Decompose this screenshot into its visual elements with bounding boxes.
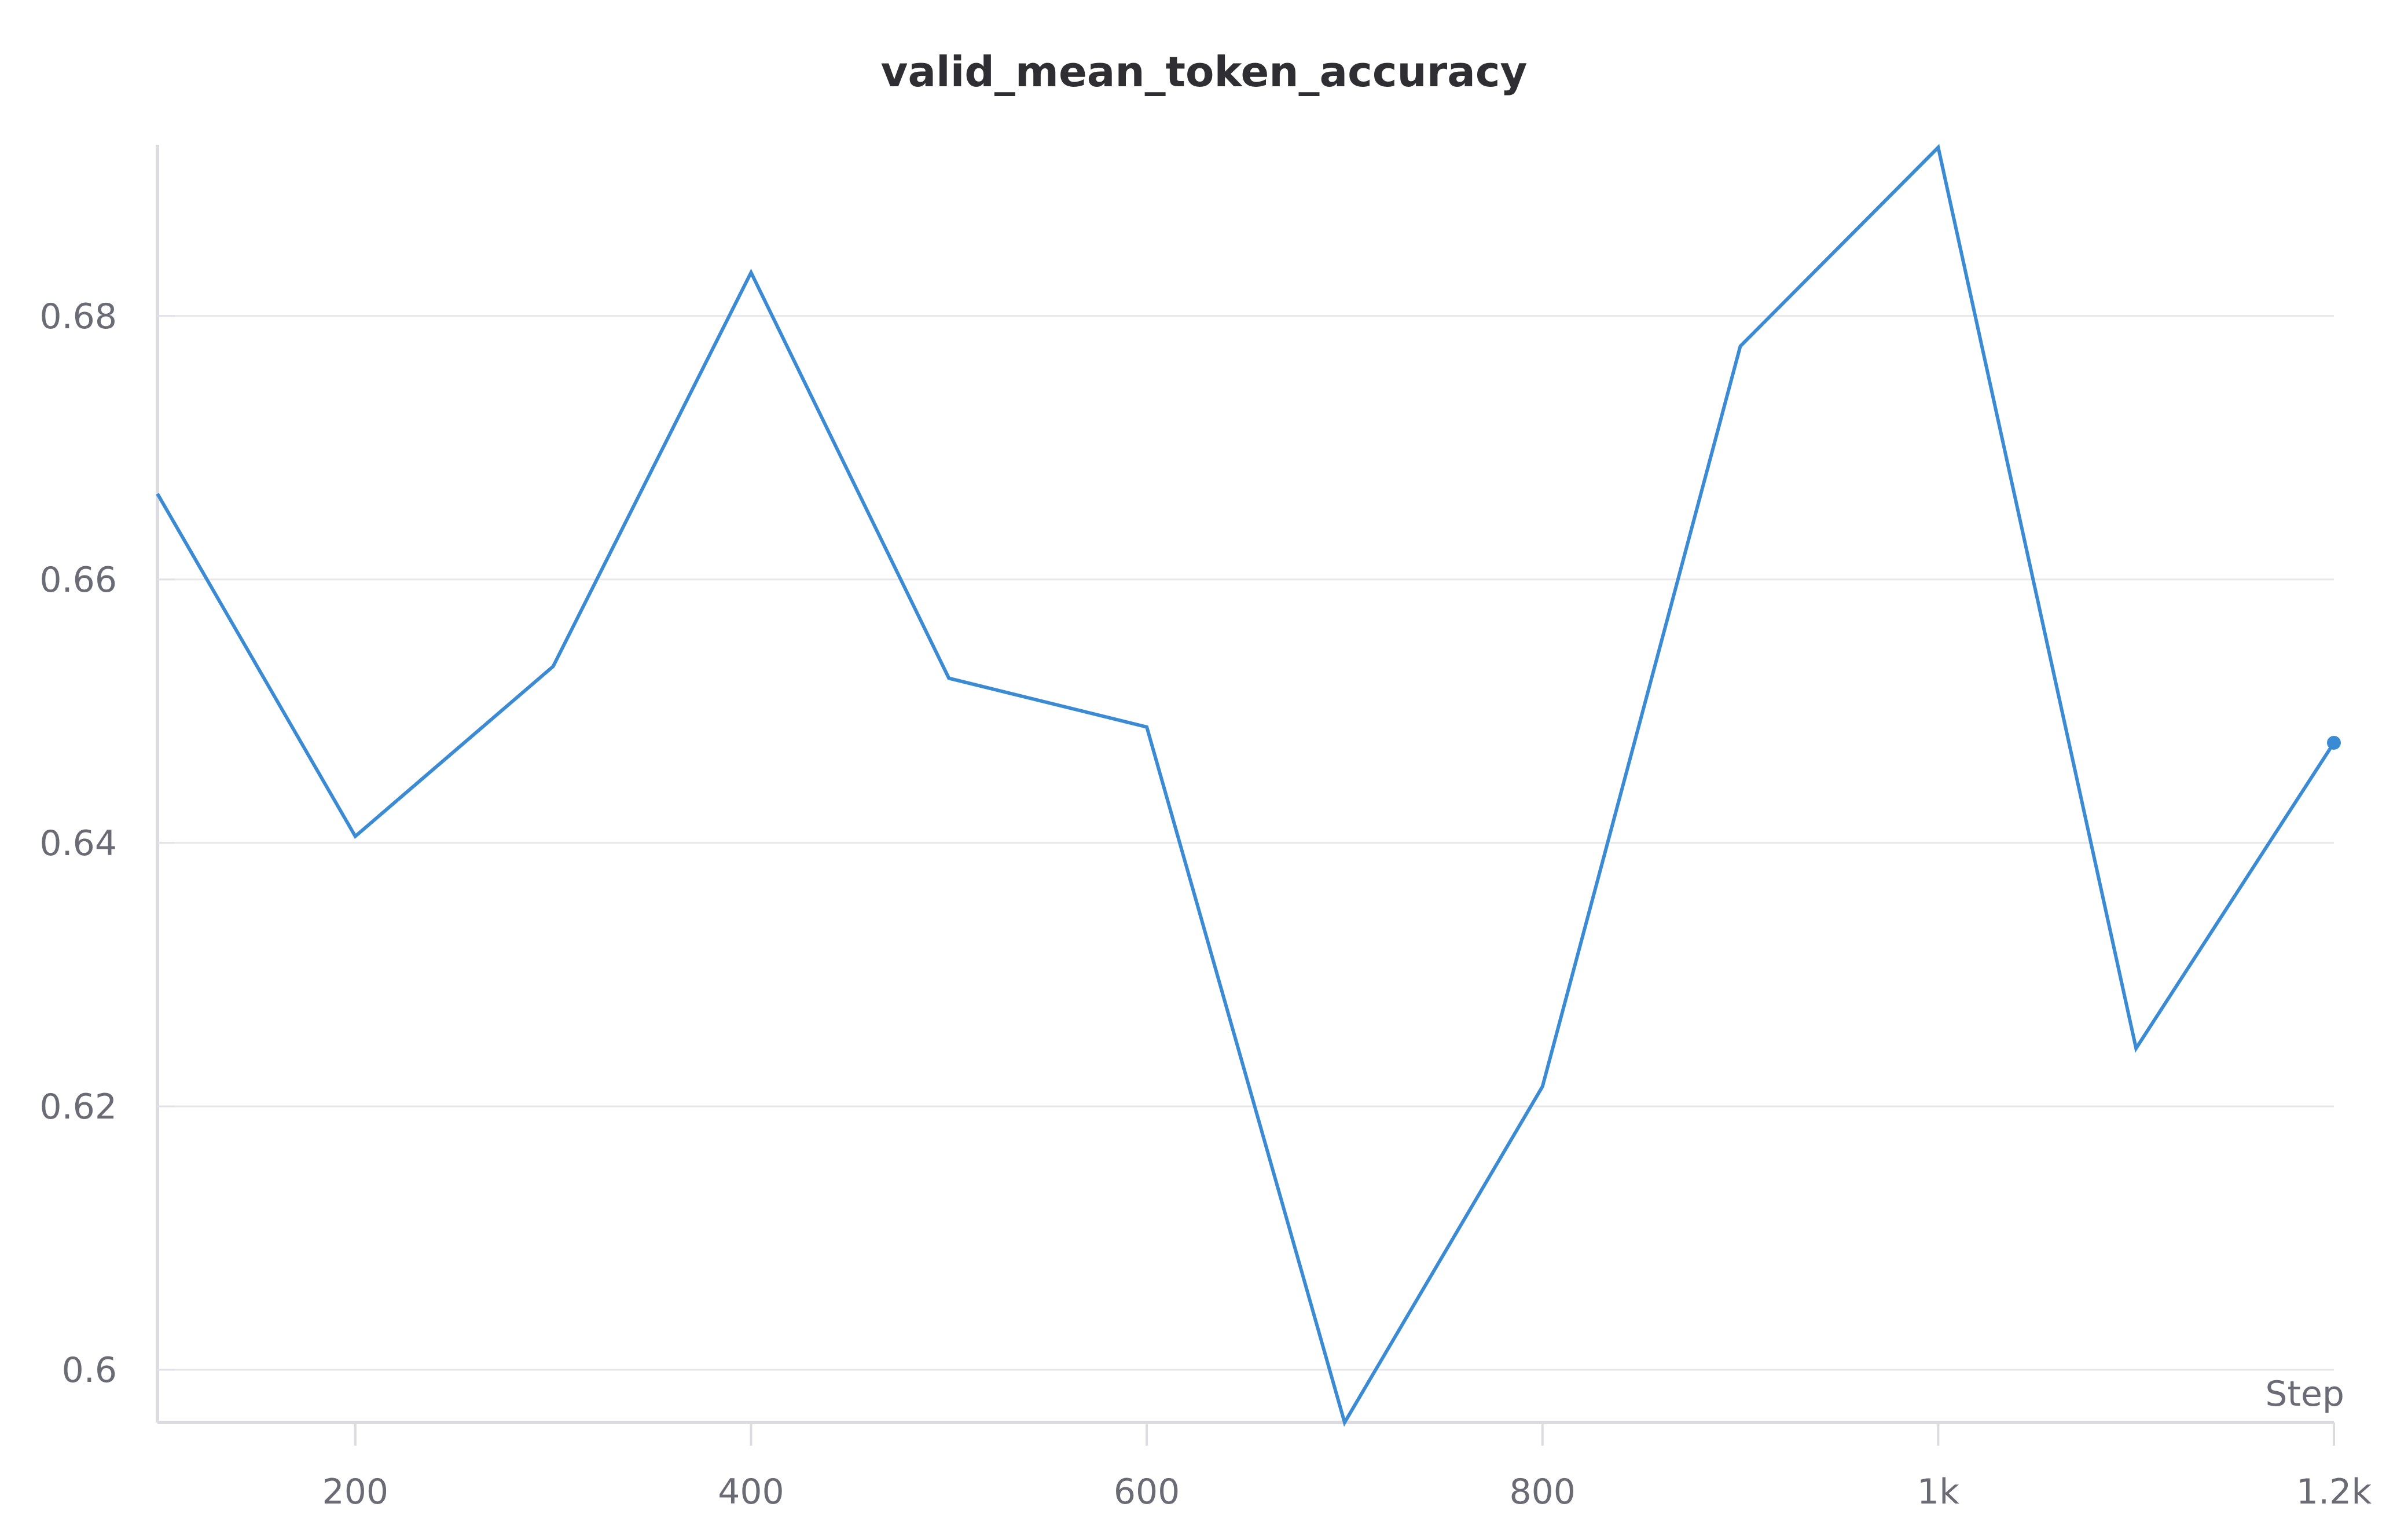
axes xyxy=(156,145,2334,1424)
chart-title: valid_mean_token_accuracy xyxy=(880,47,1528,96)
x-tick-label: 600 xyxy=(1114,1472,1180,1512)
tick-marks xyxy=(157,315,2335,1446)
x-tick-label: 800 xyxy=(1509,1472,1576,1512)
x-tick-label: 1.2k xyxy=(2296,1472,2372,1512)
series-line xyxy=(156,144,2336,1427)
x-tick-label: 200 xyxy=(322,1472,389,1512)
series-endpoint-marker xyxy=(2327,735,2341,750)
y-tick-label: 0.64 xyxy=(39,823,117,864)
y-tick-label: 0.6 xyxy=(62,1350,117,1391)
x-tick-label: 400 xyxy=(718,1472,784,1512)
series-lines xyxy=(156,144,2341,1427)
y-tick-label: 0.62 xyxy=(39,1087,117,1127)
y-tick-label: 0.66 xyxy=(39,560,117,600)
y-tick-label: 0.68 xyxy=(39,296,117,337)
grid-lines xyxy=(157,315,2334,1371)
tick-labels: 0.6 0.62 0.64 0.66 0.68 200 400 600 800 1k 1.2k xyxy=(39,296,2372,1512)
x-axis-title: Step xyxy=(2265,1374,2344,1414)
x-tick-label: 1k xyxy=(1917,1472,1959,1512)
